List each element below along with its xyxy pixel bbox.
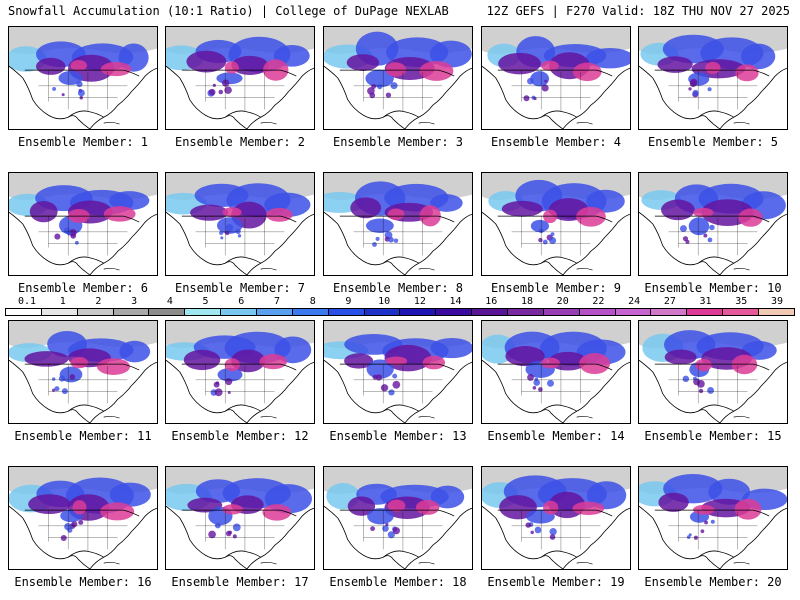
ensemble-map-panel [481, 466, 631, 570]
colorbar-tick-label: 20 [556, 296, 569, 307]
colorbar-tick-label: 35 [735, 296, 748, 307]
ensemble-member-label: Ensemble Member: 17 [171, 575, 309, 589]
ensemble-map-panel [165, 26, 315, 130]
colorbar-cell [41, 309, 78, 315]
colorbar-cell [400, 309, 437, 315]
colorbar-cell [651, 309, 688, 315]
ensemble-map-panel [8, 172, 158, 276]
colorbar-labels: 0.1 1 2 3 4 5 6 7 8 9 10 12 14 16 18 20 22 24 27 31 35 39 [5, 296, 795, 307]
ensemble-member-label: Ensemble Member: 5 [647, 135, 779, 149]
ensemble-member-label: Ensemble Member: 3 [332, 135, 464, 149]
colorbar-cell [364, 309, 401, 315]
colorbar-tick-label: 10 [378, 296, 391, 307]
ensemble-member-label: Ensemble Member: 4 [490, 135, 622, 149]
colorbar-tick-label: 4 [166, 296, 173, 307]
colorbar-cell [113, 309, 150, 315]
colorbar-cell [615, 309, 652, 315]
colorbar-cell [328, 309, 365, 315]
colorbar-tick-label: 9 [345, 296, 352, 307]
colorbar-cell [723, 309, 760, 315]
colorbar-tick-label: 2 [95, 296, 102, 307]
colorbar-tick-label: 16 [485, 296, 498, 307]
colorbar-tick-label: 5 [202, 296, 209, 307]
colorbar-cell [77, 309, 114, 315]
colorbar-tick-label: 31 [699, 296, 712, 307]
ensemble-map-panel [323, 172, 473, 276]
ensemble-map-panel [481, 172, 631, 276]
snowfall-colorbar [5, 308, 795, 316]
colorbar-tick-label: 18 [520, 296, 534, 307]
colorbar-tick-label: 39 [770, 296, 784, 307]
ensemble-map-panel [638, 320, 788, 424]
ensemble-map-panel [165, 320, 315, 424]
ensemble-map-panel [8, 466, 158, 570]
ensemble-member-label: Ensemble Member: 18 [329, 575, 467, 589]
colorbar-cell [185, 309, 222, 315]
colorbar-cell [687, 309, 724, 315]
colorbar-cell [149, 309, 186, 315]
colorbar-cell [543, 309, 580, 315]
ensemble-member-label: Ensemble Member: 19 [487, 575, 625, 589]
ensemble-map-panel [165, 466, 315, 570]
colorbar-tick-label: 27 [663, 296, 676, 307]
ensemble-member-label: Ensemble Member: 15 [644, 429, 782, 443]
ensemble-member-label: Ensemble Member: 9 [490, 281, 622, 295]
colorbar-cell [436, 309, 473, 315]
ensemble-member-label: Ensemble Member: 20 [644, 575, 782, 589]
colorbar-tick-label: 7 [273, 296, 281, 307]
ensemble-member-label: Ensemble Member: 14 [487, 429, 625, 443]
ensemble-member-label: Ensemble Member: 12 [171, 429, 309, 443]
ensemble-member-label: Ensemble Member: 6 [17, 281, 149, 295]
ensemble-member-label: Ensemble Member: 11 [14, 429, 152, 443]
colorbar-tick-label: 1 [59, 296, 66, 307]
colorbar-tick-label: 3 [131, 296, 138, 307]
ensemble-map-panel [323, 26, 473, 130]
ensemble-map-panel [165, 172, 315, 276]
ensemble-member-label: Ensemble Member: 8 [332, 281, 464, 295]
ensemble-member-label: Ensemble Member: 16 [14, 575, 152, 589]
colorbar-cell [579, 309, 616, 315]
ensemble-map-panel [481, 26, 631, 130]
colorbar-tick-label: 12 [413, 296, 426, 307]
run-valid-time: 12Z GEFS | F270 Valid: 18Z THU NOV 27 20… [486, 4, 790, 18]
ensemble-map-panel [8, 26, 158, 130]
colorbar-tick-label: 6 [238, 296, 245, 307]
colorbar-cell [472, 309, 509, 315]
ensemble-map-panel [638, 466, 788, 570]
colorbar-cell [292, 309, 329, 315]
ensemble-member-label: Ensemble Member: 7 [174, 281, 306, 295]
ensemble-map-panel [638, 172, 788, 276]
ensemble-member-label: Ensemble Member: 10 [644, 281, 782, 295]
colorbar-tick-label: 14 [449, 296, 462, 307]
colorbar-tick-label: 0.1 [17, 296, 37, 307]
colorbar-cell [508, 309, 544, 315]
colorbar-tick-label: 22 [592, 296, 605, 307]
ensemble-map-panel [8, 320, 158, 424]
ensemble-member-label: Ensemble Member: 2 [174, 135, 306, 149]
ensemble-member-label: Ensemble Member: 1 [17, 135, 149, 149]
ensemble-map-panel [481, 320, 631, 424]
ensemble-member-label: Ensemble Member: 13 [329, 429, 467, 443]
colorbar-tick-label: 8 [309, 296, 316, 307]
colorbar-cell [257, 309, 293, 315]
ensemble-map-panel [323, 320, 473, 424]
map-title: Snowfall Accumulation (10:1 Ratio) | Col… [8, 4, 449, 18]
ensemble-map-panel [638, 26, 788, 130]
colorbar-tick-label: 24 [628, 296, 641, 307]
ensemble-map-panel [323, 466, 473, 570]
colorbar-cell [6, 309, 42, 315]
colorbar-cell [221, 309, 258, 315]
colorbar-cell [759, 309, 794, 315]
